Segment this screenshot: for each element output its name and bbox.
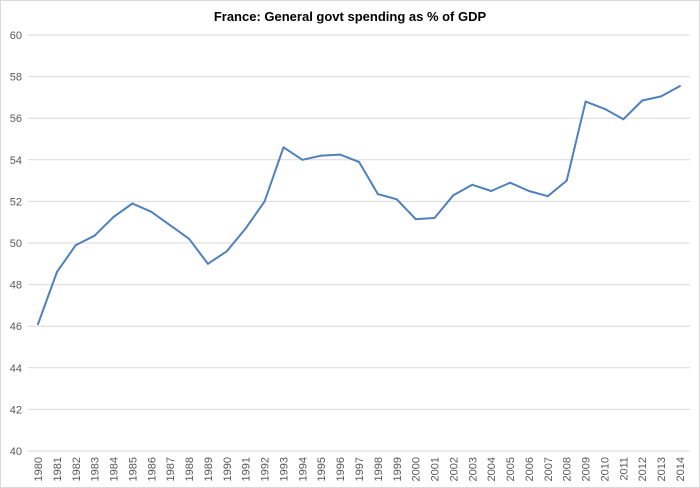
x-tick-label: 2003 <box>467 457 479 481</box>
x-tick-label: 1994 <box>297 457 309 481</box>
x-tick-label: 2013 <box>656 457 668 481</box>
x-tick-label: 2002 <box>448 457 460 481</box>
series-line <box>37 85 681 325</box>
y-tick-label: 42 <box>10 404 22 416</box>
x-tick-label: 1996 <box>335 457 347 481</box>
y-tick-label: 54 <box>10 155 22 167</box>
x-tick-label: 1995 <box>316 457 328 481</box>
x-tick-label: 1985 <box>127 457 139 481</box>
x-tick-label: 1980 <box>33 457 45 481</box>
x-tick-label: 2006 <box>524 457 536 481</box>
x-tick-label: 1992 <box>260 457 272 481</box>
data-point <box>452 194 455 197</box>
data-point <box>320 154 323 157</box>
data-point <box>565 179 568 182</box>
data-point <box>131 202 134 205</box>
x-tick-label: 1982 <box>71 457 83 481</box>
x-tick-label: 2009 <box>581 457 593 481</box>
x-tick-label: 1983 <box>90 457 102 481</box>
x-tick-label: 1998 <box>373 457 385 481</box>
x-tick-label: 1981 <box>52 457 64 481</box>
data-point <box>225 250 228 253</box>
x-tick-label: 1990 <box>222 457 234 481</box>
data-point <box>546 195 549 198</box>
x-tick-label: 2001 <box>430 457 442 481</box>
data-point <box>169 224 172 227</box>
data-point <box>527 190 530 192</box>
x-tick-label: 1986 <box>146 457 158 481</box>
x-tick-label: 2007 <box>543 457 555 481</box>
data-point <box>679 84 681 87</box>
data-point <box>74 244 77 247</box>
x-tick-label: 2014 <box>675 457 687 481</box>
data-point <box>509 181 512 184</box>
data-point <box>641 99 644 102</box>
y-tick-label: 44 <box>10 363 22 375</box>
x-tick-label: 2000 <box>411 457 423 481</box>
data-point <box>93 234 96 237</box>
x-tick-label: 1999 <box>392 457 404 481</box>
data-point <box>433 217 436 220</box>
y-tick-label: 52 <box>10 196 22 208</box>
x-tick-label: 2004 <box>486 457 498 481</box>
data-point <box>358 160 360 163</box>
data-point <box>37 323 39 326</box>
y-tick-label: 50 <box>10 238 22 250</box>
y-tick-label: 58 <box>10 72 22 84</box>
x-tick-label: 1984 <box>109 457 121 481</box>
data-point <box>301 158 304 161</box>
y-tick-label: 60 <box>10 30 22 42</box>
x-tick-label: 1991 <box>241 457 253 481</box>
data-point <box>206 262 209 265</box>
y-tick-label: 48 <box>10 280 22 292</box>
y-tick-label: 40 <box>10 446 22 458</box>
x-tick-label: 2012 <box>637 457 649 481</box>
data-point <box>55 271 58 274</box>
data-point <box>263 200 266 203</box>
data-point <box>471 183 474 186</box>
x-tick-label: 2008 <box>562 457 574 481</box>
data-point <box>282 146 285 149</box>
x-tick-label: 1987 <box>165 457 177 481</box>
y-tick-label: 46 <box>10 321 22 333</box>
data-point <box>395 198 398 201</box>
data-point <box>188 237 191 240</box>
data-point <box>376 193 379 196</box>
data-point <box>660 95 663 98</box>
x-tick-label: 2005 <box>505 457 517 481</box>
x-tick-label: 1997 <box>354 457 366 481</box>
x-tick-label: 1988 <box>184 457 196 481</box>
data-point <box>112 216 115 218</box>
data-point <box>603 107 606 110</box>
x-tick-label: 1993 <box>278 457 290 481</box>
data-point <box>414 218 417 221</box>
y-tick-label: 56 <box>10 113 22 125</box>
data-point <box>584 100 587 103</box>
data-point <box>150 210 153 213</box>
x-tick-label: 2010 <box>599 457 611 481</box>
x-tick-label: 2011 <box>618 457 630 481</box>
chart-title: France: General govt spending as % of GD… <box>214 9 487 24</box>
data-point <box>490 190 493 192</box>
data-point <box>339 153 342 156</box>
data-point <box>622 118 625 121</box>
data-point <box>244 227 247 230</box>
x-tick-label: 1989 <box>203 457 215 481</box>
